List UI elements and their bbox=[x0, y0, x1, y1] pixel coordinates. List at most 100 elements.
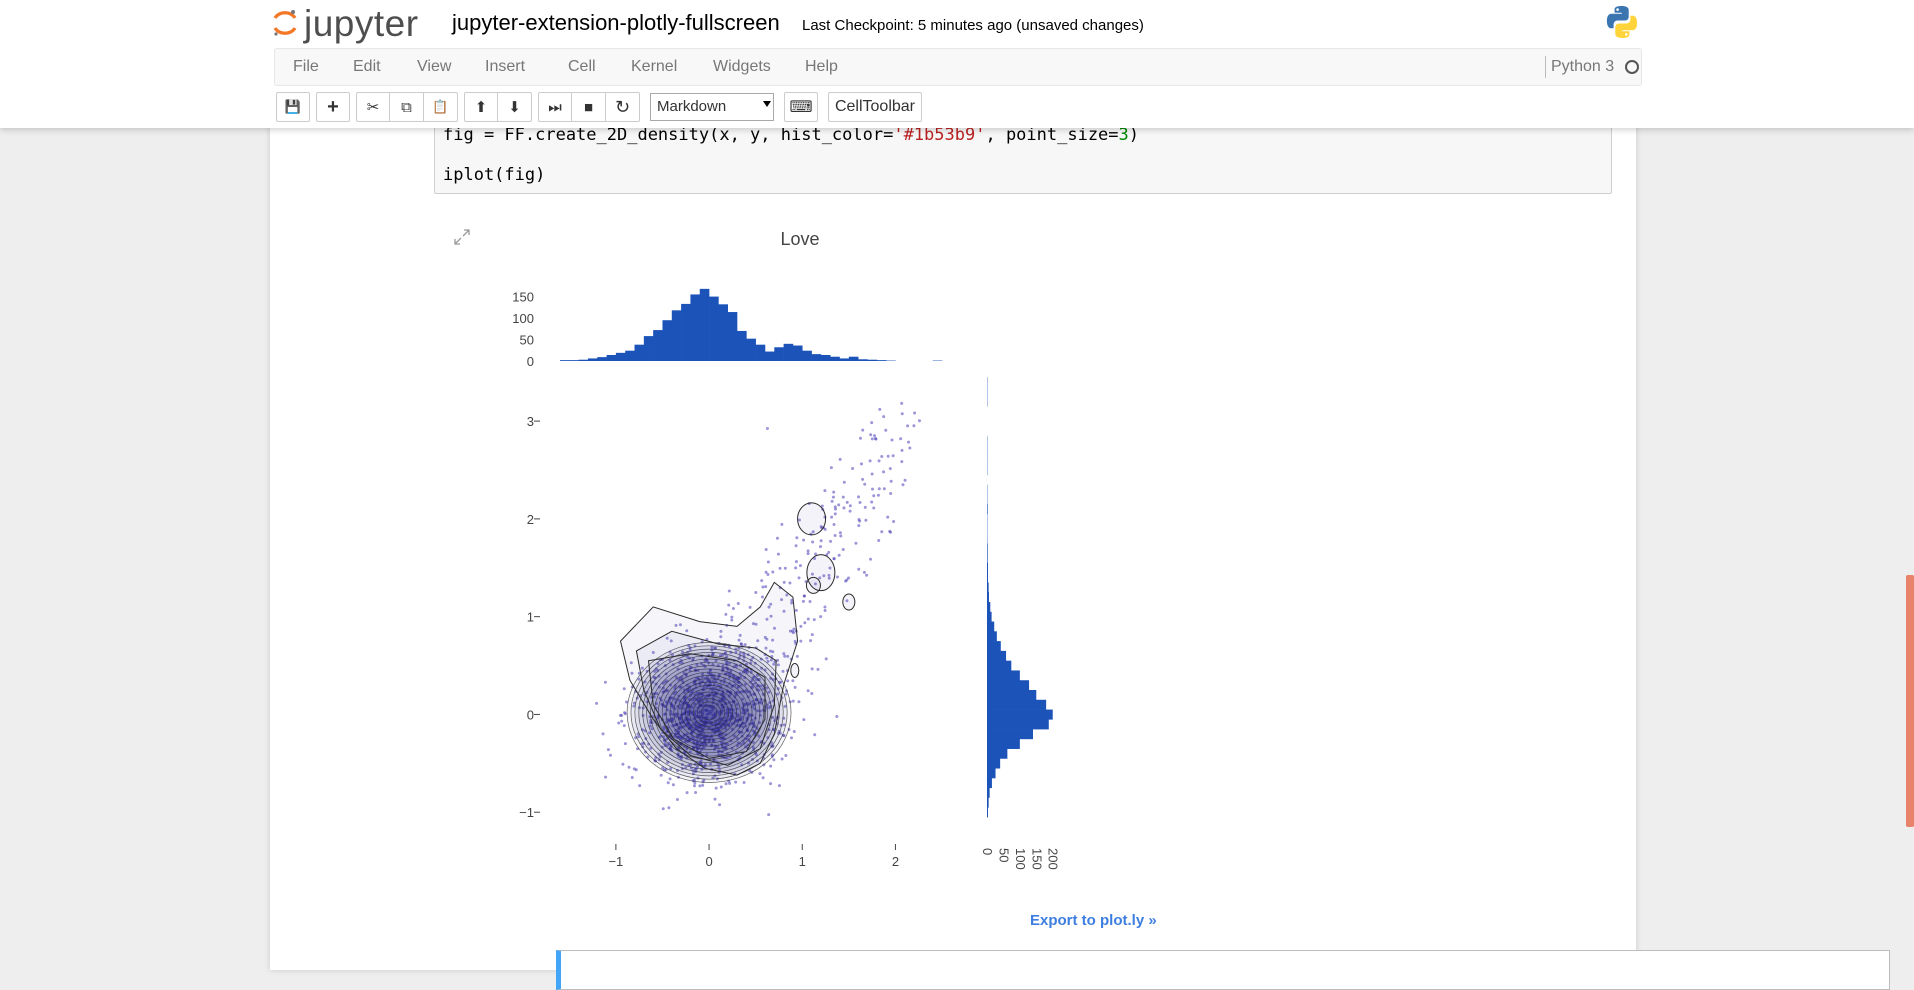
top-hist-bar bbox=[644, 336, 654, 361]
scatter-point bbox=[777, 553, 780, 556]
top-hist-bar bbox=[746, 339, 756, 361]
scatter-point bbox=[732, 607, 735, 610]
scatter-point bbox=[880, 455, 883, 458]
scatter-point bbox=[813, 618, 816, 621]
scatter-point bbox=[878, 487, 881, 490]
scatter-point bbox=[847, 577, 850, 580]
y-tick-label: 3 bbox=[527, 414, 534, 429]
menu-kernel[interactable]: Kernel bbox=[621, 49, 687, 85]
scatter-point bbox=[701, 784, 704, 787]
top-hist-bar bbox=[765, 352, 775, 361]
scatter-point bbox=[857, 495, 860, 498]
top-hist-bar bbox=[793, 346, 803, 361]
move-down-button[interactable]: ⬇ bbox=[498, 92, 532, 122]
top-hist-tick-label: 100 bbox=[512, 311, 534, 326]
notebook-toolbar: 💾 + ✂ ⧉ 📋 ⬆ ⬇ ⏭ ■ ↻ Markdown ⌨ CellToolb… bbox=[274, 92, 1634, 124]
scatter-point bbox=[834, 512, 837, 515]
scatter-point bbox=[807, 552, 810, 555]
scatter-point bbox=[901, 412, 904, 415]
scatter-point bbox=[617, 721, 620, 724]
export-to-plotly-link[interactable]: Export to plot.ly » bbox=[1030, 912, 1157, 929]
x-tick-label: 1 bbox=[799, 854, 806, 869]
right-hist-bar bbox=[987, 563, 988, 573]
scatter-point bbox=[776, 537, 779, 540]
top-hist-bar bbox=[812, 354, 822, 361]
scatter-point bbox=[839, 534, 842, 537]
restart-button[interactable]: ↻ bbox=[606, 92, 640, 122]
next-cell[interactable] bbox=[556, 950, 1890, 990]
menu-cell[interactable]: Cell bbox=[558, 49, 606, 85]
top-hist-bar bbox=[709, 297, 719, 361]
chevron-down-icon bbox=[763, 101, 771, 107]
paste-button[interactable]: 📋 bbox=[424, 92, 458, 122]
scatter-point bbox=[833, 523, 836, 526]
scatter-point bbox=[858, 520, 861, 523]
scatter-point bbox=[869, 433, 872, 436]
python-logo-icon bbox=[1604, 4, 1640, 40]
scrollbar-track[interactable] bbox=[1906, 128, 1914, 970]
interrupt-button[interactable]: ■ bbox=[572, 92, 606, 122]
top-hist-bar bbox=[625, 351, 635, 361]
celltoolbar-button[interactable]: CellToolbar bbox=[828, 92, 922, 122]
top-hist-tick-label: 150 bbox=[512, 290, 534, 305]
command-palette-button[interactable]: ⌨ bbox=[784, 92, 818, 122]
scatter-point bbox=[620, 720, 623, 723]
menu-insert[interactable]: Insert bbox=[475, 49, 535, 85]
scatter-point bbox=[887, 455, 890, 458]
scrollbar-thumb[interactable] bbox=[1906, 575, 1914, 827]
scatter-point bbox=[872, 494, 875, 497]
right-hist-bar bbox=[987, 758, 1000, 768]
scatter-point bbox=[832, 557, 835, 560]
top-hist-bar bbox=[653, 330, 663, 361]
cut-button[interactable]: ✂ bbox=[356, 92, 390, 122]
scatter-point bbox=[715, 787, 718, 790]
scatter-point bbox=[872, 506, 875, 509]
menu-file[interactable]: File bbox=[283, 49, 329, 85]
move-up-button[interactable]: ⬆ bbox=[464, 92, 498, 122]
top-hist-bar bbox=[681, 304, 691, 361]
right-hist-tick-label: 200 bbox=[1046, 848, 1061, 870]
menu-edit[interactable]: Edit bbox=[343, 49, 391, 85]
menu-help[interactable]: Help bbox=[795, 49, 848, 85]
scatter-point bbox=[760, 579, 763, 582]
scatter-point bbox=[799, 640, 802, 643]
top-hist-bar bbox=[877, 360, 887, 361]
scatter-point bbox=[793, 730, 796, 733]
scatter-point bbox=[832, 496, 835, 499]
scatter-point bbox=[795, 609, 798, 612]
scatter-point bbox=[918, 419, 921, 422]
move-up-icon: ⬆ bbox=[475, 98, 488, 116]
scatter-point bbox=[602, 732, 605, 735]
scatter-point bbox=[788, 581, 791, 584]
jupyter-logo[interactable]: jupyter bbox=[272, 0, 419, 46]
kernel-name[interactable]: Python 3 bbox=[1551, 49, 1614, 85]
scatter-point bbox=[807, 549, 810, 552]
right-hist-bar bbox=[987, 680, 1029, 690]
top-hist-bar bbox=[690, 294, 700, 361]
scatter-point bbox=[839, 458, 842, 461]
scatter-point bbox=[869, 459, 872, 462]
menu-widgets[interactable]: Widgets bbox=[703, 49, 781, 85]
scatter-point bbox=[633, 767, 636, 770]
notebook-title[interactable]: jupyter-extension-plotly-fullscreen bbox=[452, 10, 780, 36]
save-button[interactable]: 💾 bbox=[276, 92, 310, 122]
run-button[interactable]: ⏭ bbox=[538, 92, 572, 122]
scatter-point bbox=[912, 424, 915, 427]
top-hist-bar bbox=[849, 357, 859, 361]
move-down-icon: ⬇ bbox=[508, 98, 521, 116]
right-hist-bar bbox=[987, 553, 988, 563]
cell-type-select[interactable]: Markdown bbox=[650, 93, 774, 121]
scatter-point bbox=[907, 441, 910, 444]
cut-icon: ✂ bbox=[367, 98, 380, 116]
scatter-point bbox=[662, 807, 665, 810]
scatter-point bbox=[892, 520, 895, 523]
insert-cell-button[interactable]: + bbox=[316, 92, 350, 122]
menu-view[interactable]: View bbox=[407, 49, 461, 85]
scatter-point bbox=[769, 782, 772, 785]
copy-button[interactable]: ⧉ bbox=[390, 92, 424, 122]
scatter-point bbox=[713, 798, 716, 801]
scatter-point bbox=[669, 777, 672, 780]
scatter-point bbox=[870, 501, 873, 504]
scatter-point bbox=[794, 566, 797, 569]
